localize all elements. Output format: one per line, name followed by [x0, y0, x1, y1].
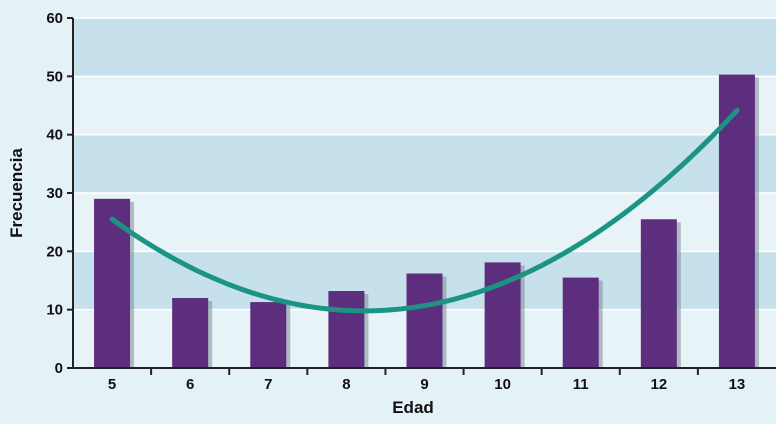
- trend-line: [109, 108, 740, 314]
- y-tick-label: 20: [46, 243, 63, 260]
- x-tick-label: 12: [650, 376, 667, 393]
- bar: [640, 219, 677, 368]
- y-tick-label: 40: [46, 127, 63, 144]
- x-tick-label: 5: [108, 376, 116, 393]
- x-axis-label: Edad: [392, 398, 434, 417]
- y-tick-label: 0: [55, 360, 63, 377]
- y-tick-label: 30: [46, 185, 63, 202]
- x-tick-label: 7: [264, 376, 272, 393]
- bar: [406, 273, 443, 368]
- y-tick-label: 50: [46, 68, 63, 85]
- bar-series: [94, 74, 759, 368]
- x-tick-label: 13: [729, 376, 746, 393]
- y-tick-label: 60: [46, 10, 63, 27]
- bar: [718, 74, 755, 368]
- plot-band: [73, 76, 776, 135]
- trend-line-group: [109, 108, 740, 314]
- bar: [94, 198, 131, 368]
- x-tick-label: 11: [573, 376, 589, 393]
- x-tick-label: 8: [342, 376, 350, 393]
- x-tick-label: 9: [420, 376, 428, 393]
- bar: [328, 291, 365, 368]
- x-tick-label: 10: [494, 376, 511, 393]
- y-tick-label: 10: [46, 302, 63, 319]
- x-tick-label: 6: [186, 376, 194, 393]
- bar: [172, 298, 209, 368]
- plot-band: [73, 134, 776, 193]
- y-axis-label: Frecuencia: [7, 148, 26, 238]
- tick-labels: 0 10 20 30 40 50 60 5 6 7 8 9 10 11 12 13: [46, 10, 745, 393]
- bar: [562, 277, 599, 368]
- axes: [67, 17, 776, 375]
- bar: [250, 302, 287, 368]
- plot-band: [73, 18, 776, 77]
